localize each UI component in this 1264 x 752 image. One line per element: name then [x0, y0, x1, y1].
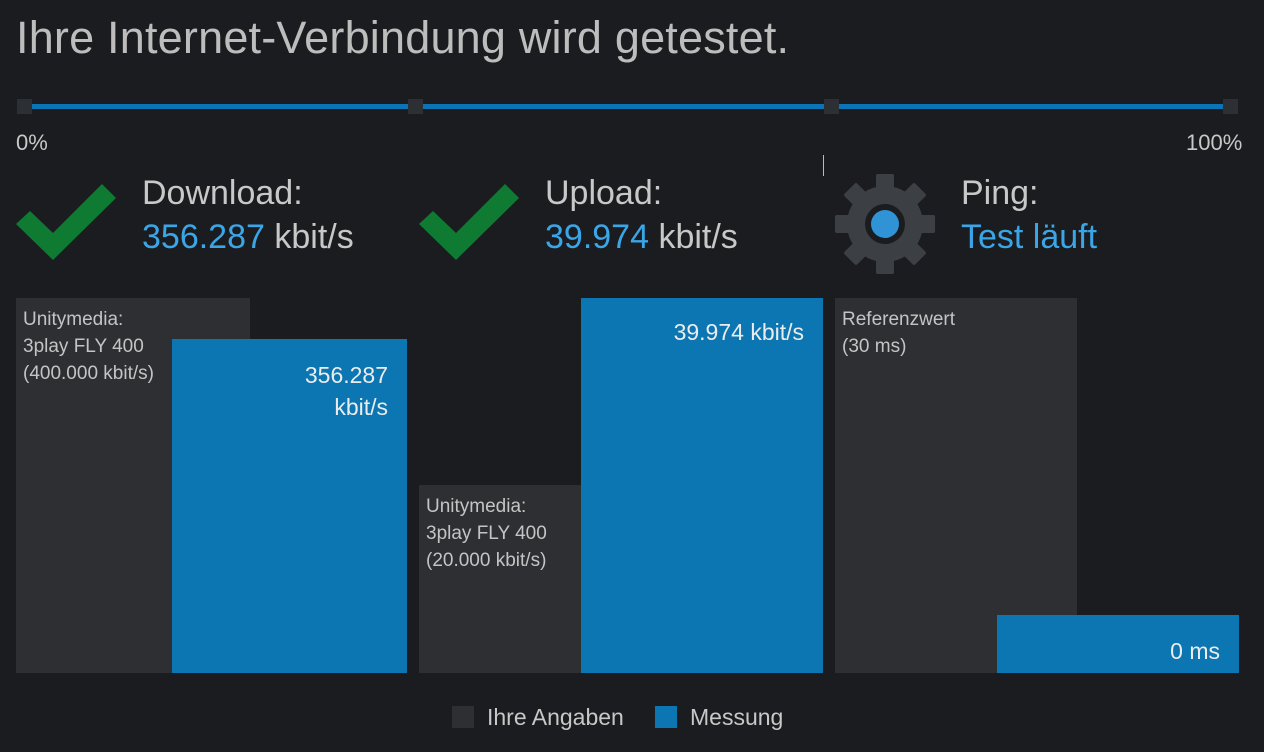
progress-marker-end	[1223, 99, 1238, 114]
upload-reference-label: Unitymedia: 3play FLY 400 (20.000 kbit/s…	[426, 496, 547, 571]
progress-marker-upload	[824, 99, 839, 114]
download-value-number: 356.287	[142, 218, 265, 256]
check-icon	[419, 184, 519, 260]
ping-status: Test läuft	[961, 218, 1098, 256]
upload-measurement-bar: 39.974 kbit/s	[581, 298, 823, 673]
progress-marker-download	[408, 99, 423, 114]
legend-swatch-reference	[452, 706, 474, 728]
upload-measurement-label: 39.974 kbit/s	[673, 319, 804, 345]
legend-label-reference: Ihre Angaben	[487, 704, 624, 730]
download-measurement-label: 356.287 kbit/s	[304, 362, 388, 420]
upload-value-number: 39.974	[545, 218, 649, 256]
legend-label-measurement: Messung	[690, 704, 784, 730]
upload-value: 39.974 kbit/s	[545, 218, 738, 257]
page-title: Ihre Internet-Verbindung wird getestet.	[16, 12, 790, 63]
download-reference-label: Unitymedia: 3play FLY 400 (400.000 kbit/…	[23, 309, 154, 384]
ping-label: Ping:	[961, 174, 1039, 212]
upload-label: Upload:	[545, 174, 663, 212]
legend-swatch-measurement	[655, 706, 677, 728]
progress-bar	[24, 104, 1232, 109]
ping-reference-label: Referenzwert (30 ms)	[842, 309, 955, 357]
progress-end-label: 100%	[1186, 130, 1243, 155]
ping-measurement-bar: 0 ms	[997, 615, 1239, 673]
upload-value-unit: kbit/s	[658, 218, 738, 256]
download-value-unit: kbit/s	[274, 218, 354, 256]
progress-marker-start	[17, 99, 32, 114]
check-icon	[16, 184, 116, 260]
download-measurement-bar: 356.287 kbit/s	[172, 339, 407, 673]
ping-measurement-label: 0 ms	[1170, 638, 1220, 664]
download-value: 356.287 kbit/s	[142, 218, 354, 257]
download-label: Download:	[142, 174, 303, 212]
ping-reference-bar: Referenzwert (30 ms)	[835, 298, 1077, 673]
gear-icon	[835, 174, 935, 274]
progress-cursor	[823, 155, 824, 176]
progress-start-label: 0%	[16, 130, 48, 155]
